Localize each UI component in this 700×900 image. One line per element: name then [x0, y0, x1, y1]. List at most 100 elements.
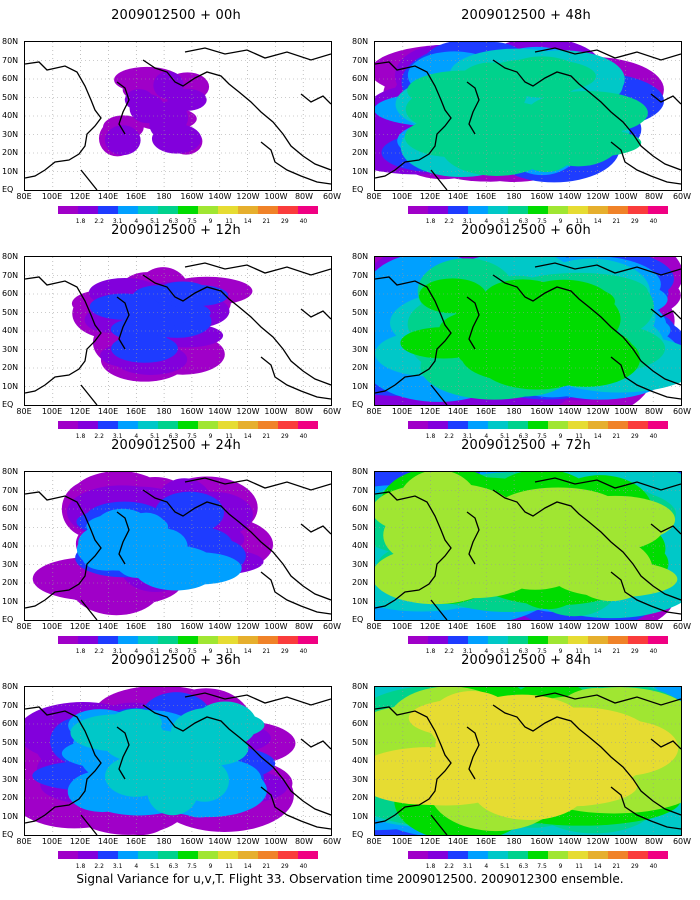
- latitude-label: 30N: [352, 774, 369, 784]
- latitude-label: 10N: [2, 166, 19, 176]
- colorbar-label: 9: [208, 648, 213, 655]
- latitude-label: 50N: [352, 522, 369, 532]
- longitude-label: 80W: [644, 837, 664, 846]
- longitude-label: 120W: [236, 192, 260, 201]
- latitude-label: 50N: [2, 92, 19, 102]
- colorbar-label: 40: [649, 648, 658, 655]
- colorbar-label: 29: [631, 433, 639, 440]
- colorbar: [58, 636, 318, 646]
- latitude-label: 60N: [352, 289, 369, 298]
- map-grid: [25, 687, 331, 835]
- colorbar-segment: [648, 421, 668, 429]
- colorbar-segment: [258, 636, 278, 644]
- panel-title: 2009012500 + 48h: [461, 8, 591, 23]
- colorbar-segment: [448, 421, 468, 429]
- colorbar-label: 4: [134, 433, 139, 440]
- colorbar-segment: [198, 636, 218, 644]
- colorbar-segment: [238, 851, 258, 859]
- map-panel: 2009012500 + 36h 80N 70N 60N 50N 40N 30N 20N 10N…: [2, 645, 350, 870]
- latitude-label: 70N: [352, 485, 369, 495]
- shaded-field: [32, 472, 274, 616]
- longitude-label: 120E: [419, 192, 441, 201]
- colorbar-label: 1.8: [425, 863, 436, 870]
- colorbar-label: 5.1: [150, 648, 160, 655]
- longitude-label: 160E: [125, 837, 147, 846]
- colorbar-labels: 1.8 2.2 3.1 4 5.1 6.3 7.5 9 11 14 21 29 40: [58, 863, 318, 871]
- figure-caption: Signal Variance for u,v,T. Flight 33. Ob…: [76, 872, 624, 886]
- shaded-field: [375, 687, 681, 835]
- longitude-label: 140E: [97, 192, 119, 201]
- colorbar-segment: [428, 851, 448, 859]
- colorbar-segment: [408, 636, 428, 644]
- longitude-label: 120E: [419, 407, 441, 416]
- longitude-label: 140W: [558, 407, 582, 416]
- colorbar-segment: [58, 636, 78, 644]
- colorbar-labels: 1.8 2.2 3.1 4 5.1 6.3 7.5 9 11 14 21 29 40: [408, 648, 668, 656]
- colorbar-label: 7.5: [187, 863, 197, 870]
- map-grid: [25, 472, 331, 620]
- map-canvas: [375, 257, 681, 405]
- colorbar-labels: 1.8 2.2 3.1 4 5.1 6.3 7.5 9 11 14 21 29 40: [408, 433, 668, 441]
- latitude-label: 30N: [2, 129, 19, 139]
- latitude-label: 80N: [352, 37, 369, 46]
- longitude-label: 140W: [208, 192, 232, 201]
- latitude-label: 10N: [2, 811, 19, 821]
- colorbar-segment: [238, 636, 258, 644]
- latitude-label: 30N: [2, 344, 19, 354]
- colorbar: [58, 421, 318, 431]
- colorbar-label: 14: [243, 648, 252, 655]
- longitude-label: 80W: [294, 622, 314, 631]
- colorbar-label: 14: [593, 648, 602, 655]
- longitude-label: 160E: [125, 622, 147, 631]
- latitude-label: 80N: [352, 467, 369, 476]
- latitude-label: 20N: [2, 148, 19, 157]
- latitude-label: 80N: [352, 682, 369, 691]
- colorbar-segment: [178, 421, 198, 429]
- longitude-label: 80W: [644, 622, 664, 631]
- colorbar-label: 11: [575, 863, 583, 870]
- colorbar-segment: [118, 421, 138, 429]
- colorbar-label: 3.1: [112, 218, 123, 225]
- colorbar-segment: [258, 206, 278, 214]
- colorbar-segment: [218, 206, 238, 214]
- colorbar-segment: [528, 421, 548, 429]
- colorbar-label: 4: [484, 218, 489, 225]
- longitude-labels: 80E 100E 120E 140E 160E 180 160W 140W 120W 100W 80…: [358, 408, 698, 418]
- longitude-label: 60W: [322, 192, 342, 201]
- colorbar-label: 2.2: [94, 863, 104, 870]
- colorbar-segment: [488, 421, 508, 429]
- colorbar-label: 40: [299, 863, 308, 870]
- colorbar-segment: [448, 636, 468, 644]
- colorbar-segment: [158, 421, 178, 429]
- longitude-label: 160W: [180, 837, 204, 846]
- longitude-label: 180: [156, 622, 172, 631]
- panel-title: 2009012500 + 24h: [111, 438, 241, 453]
- latitude-label: 20N: [2, 363, 19, 372]
- colorbar: [408, 851, 668, 861]
- colorbar-label: 14: [243, 218, 252, 225]
- colorbar-labels: 1.8 2.2 3.1 4 5.1 6.3 7.5 9 11 14 21 29 40: [408, 218, 668, 226]
- colorbar-label: 40: [299, 648, 308, 655]
- longitude-label: 140W: [208, 407, 232, 416]
- colorbar-segment: [448, 851, 468, 859]
- longitude-label: 60W: [672, 622, 692, 631]
- latitude-label: 70N: [352, 270, 369, 280]
- longitude-label: 60W: [322, 622, 342, 631]
- colorbar-segment: [528, 206, 548, 214]
- longitude-label: 160W: [180, 192, 204, 201]
- coastlines: [25, 692, 331, 835]
- colorbar-label: 29: [631, 863, 639, 870]
- colorbar-segment: [508, 851, 528, 859]
- longitude-label: 100W: [264, 622, 288, 631]
- coastlines: [25, 262, 331, 405]
- latitude-label: 10N: [352, 596, 369, 606]
- colorbar-label: 5.1: [500, 863, 510, 870]
- latitude-label: 20N: [2, 578, 19, 587]
- longitude-label: 140E: [97, 407, 119, 416]
- longitude-label: 120E: [69, 407, 91, 416]
- colorbar-segment: [158, 206, 178, 214]
- colorbar-segment: [218, 421, 238, 429]
- colorbar-label: 3.1: [462, 218, 473, 225]
- colorbar-label: 1.8: [425, 648, 436, 655]
- longitude-label: 100W: [264, 407, 288, 416]
